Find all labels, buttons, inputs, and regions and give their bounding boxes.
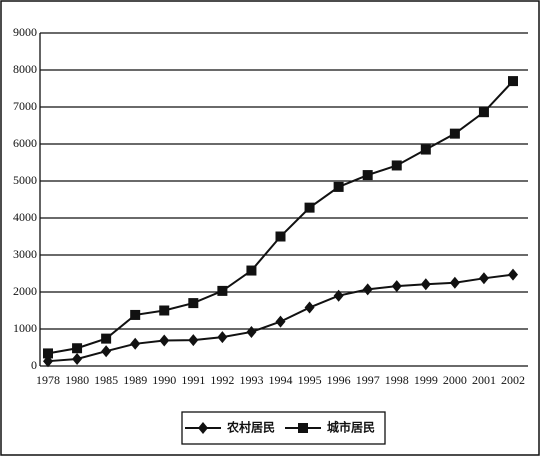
x-tick-label: 1991 (181, 373, 205, 387)
marker (43, 348, 53, 359)
y-tick-label: 2000 (13, 284, 37, 298)
marker (130, 337, 141, 350)
marker (449, 276, 460, 289)
marker (159, 305, 170, 316)
marker (420, 144, 431, 155)
marker (420, 278, 431, 291)
y-tick-label: 7000 (13, 99, 37, 113)
marker (391, 160, 402, 171)
marker (159, 334, 170, 347)
marker (333, 289, 344, 302)
marker (478, 107, 489, 118)
legend-label: 城市居民 (327, 420, 375, 435)
y-tick-label: 4000 (13, 210, 37, 224)
marker (304, 202, 315, 213)
legend-label: 农村居民 (226, 420, 275, 435)
marker (449, 128, 460, 139)
marker (130, 309, 141, 320)
marker (478, 272, 489, 285)
x-tick-label: 1999 (414, 373, 438, 387)
x-tick-label: 1996 (327, 373, 351, 387)
x-tick-label: 1997 (356, 373, 380, 387)
marker (188, 298, 199, 309)
marker (304, 301, 315, 314)
marker (101, 333, 112, 344)
marker (188, 334, 199, 347)
marker (72, 352, 83, 365)
marker (362, 283, 373, 296)
x-tick-label: 1993 (239, 373, 263, 387)
legend-box (181, 411, 386, 445)
y-tick-label: 8000 (13, 62, 37, 76)
y-tick-label: 1000 (13, 321, 37, 335)
x-tick-label: 1990 (152, 373, 176, 387)
marker (298, 423, 308, 433)
y-tick-label: 6000 (13, 136, 37, 150)
marker (72, 343, 83, 354)
marker (362, 170, 373, 181)
x-tick-label: 1989 (123, 373, 147, 387)
marker (198, 422, 208, 434)
x-tick-label: 1995 (298, 373, 322, 387)
x-tick-label: 1978 (36, 373, 60, 387)
x-tick-label: 1985 (94, 373, 118, 387)
y-tick-label: 9000 (13, 25, 37, 39)
marker (246, 325, 257, 338)
x-tick-label: 1992 (210, 373, 234, 387)
x-tick-label: 2001 (472, 373, 496, 387)
marker (275, 231, 286, 242)
y-tick-label: 5000 (13, 173, 37, 187)
marker (508, 76, 518, 87)
series-line (47, 80, 514, 355)
x-tick-label: 1980 (65, 373, 89, 387)
marker (101, 345, 112, 358)
marker (275, 315, 286, 328)
y-tick-label: 3000 (13, 247, 37, 261)
marker (217, 331, 228, 344)
x-tick-label: 2002 (501, 373, 525, 387)
marker (333, 181, 344, 192)
x-tick-label: 2000 (443, 373, 467, 387)
marker (391, 280, 402, 293)
marker (508, 268, 518, 281)
x-tick-label: 1994 (269, 373, 293, 387)
y-tick-label: 0 (31, 358, 37, 372)
marker (246, 265, 257, 276)
x-tick-label: 1998 (385, 373, 409, 387)
marker (217, 285, 228, 296)
